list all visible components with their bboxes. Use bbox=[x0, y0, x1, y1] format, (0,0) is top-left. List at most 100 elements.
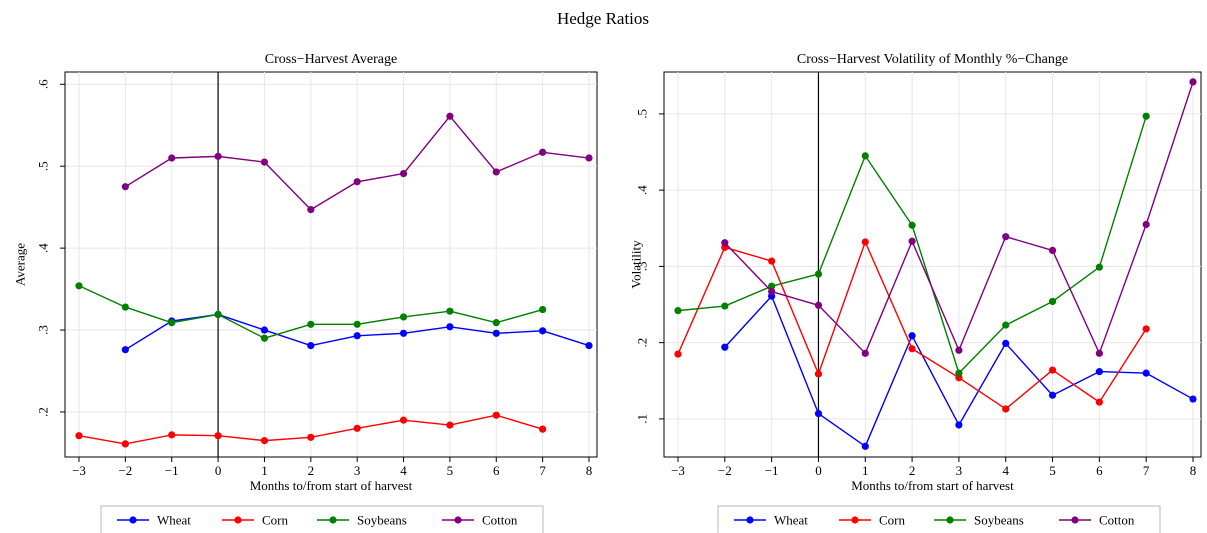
volatility-wheat-data-point bbox=[1002, 339, 1010, 348]
volatility-corn-data-point bbox=[1048, 366, 1057, 374]
average-corn-data-point bbox=[307, 433, 315, 441]
volatility-y-axis-label: Volatility bbox=[629, 240, 644, 289]
volatility-cotton-data-point bbox=[1048, 246, 1057, 254]
volatility-wheat-data-point bbox=[1048, 391, 1057, 399]
average-x-tick-label: 4 bbox=[400, 463, 407, 478]
average-soybeans-data-point bbox=[353, 320, 361, 328]
volatility-cotton-data-point bbox=[1189, 78, 1197, 86]
volatility-y-tick-label: .4 bbox=[635, 185, 650, 195]
volatility-corn-data-point bbox=[1095, 398, 1103, 406]
average-wheat-data-point bbox=[539, 327, 547, 335]
volatility-x-tick-label: 8 bbox=[1190, 463, 1197, 478]
volatility-y-tick-label: .5 bbox=[635, 109, 650, 119]
average-y-tick-label: .2 bbox=[36, 407, 51, 417]
average-corn-data-point bbox=[260, 437, 269, 445]
average-cotton-data-point bbox=[492, 168, 500, 176]
volatility-legend-wheat-marker bbox=[746, 516, 754, 524]
average-y-tick-label: .3 bbox=[36, 325, 51, 335]
average-chart-panel: −3 −2 −1 0 1 2 3 4 5 6 7 8 .2 .3 .4 .5 .6 Cross−Harvest A… bbox=[13, 52, 598, 533]
average-wheat-data-point bbox=[492, 329, 500, 337]
volatility-x-axis-label: Months to/from start of harvest bbox=[851, 478, 1014, 493]
average-soybeans-data-point bbox=[214, 310, 222, 319]
figure-title: Hedge Ratios bbox=[557, 9, 649, 28]
average-legend-wheat-label: Wheat bbox=[157, 513, 191, 528]
volatility-wheat-data-point bbox=[721, 343, 729, 351]
volatility-soybeans-data-point bbox=[1142, 112, 1150, 120]
average-corn-data-point bbox=[399, 416, 408, 424]
average-soybeans-data-point bbox=[75, 282, 83, 290]
volatility-chart-title: Cross−Harvest Volatility of Monthly %−Ch… bbox=[797, 52, 1068, 67]
volatility-wheat-data-point bbox=[1142, 369, 1150, 377]
average-corn-data-point bbox=[121, 440, 129, 448]
average-cotton-data-point bbox=[260, 158, 269, 166]
volatility-wheat-data-point bbox=[861, 442, 869, 450]
volatility-corn-data-point bbox=[861, 238, 869, 246]
average-cotton-data-point bbox=[214, 152, 222, 160]
average-legend: Wheat Corn Soybeans Cotton bbox=[100, 505, 544, 533]
volatility-corn-data-point bbox=[908, 345, 916, 353]
average-soybeans-data-point bbox=[121, 303, 129, 311]
average-soybeans-data-point bbox=[539, 305, 547, 314]
average-corn-data-point bbox=[446, 421, 454, 429]
average-x-tick-label: 2 bbox=[308, 463, 315, 478]
volatility-cotton-data-point bbox=[1142, 220, 1150, 229]
volatility-cotton-data-point bbox=[1002, 233, 1010, 241]
average-corn-data-point bbox=[214, 432, 222, 440]
average-x-tick-label: −2 bbox=[118, 463, 132, 478]
volatility-cotton-data-point bbox=[861, 349, 869, 357]
volatility-cotton-data-point bbox=[955, 346, 963, 354]
volatility-x-tick-label: 7 bbox=[1143, 463, 1150, 478]
average-legend-corn-marker bbox=[234, 516, 242, 524]
volatility-wheat-data-point bbox=[908, 332, 916, 340]
volatility-cotton-data-point bbox=[768, 287, 776, 296]
average-soybeans-data-point bbox=[446, 307, 454, 315]
volatility-cotton-data-point bbox=[908, 237, 916, 245]
volatility-legend-soybeans-marker bbox=[946, 516, 954, 524]
volatility-y-tick-label: .1 bbox=[635, 414, 650, 424]
average-cotton-data-point bbox=[307, 206, 315, 214]
volatility-corn-data-point bbox=[768, 257, 776, 265]
average-cotton-data-point bbox=[446, 112, 454, 120]
average-wheat-data-point bbox=[121, 346, 129, 354]
average-x-tick-label: 5 bbox=[447, 463, 454, 478]
volatility-wheat-data-point bbox=[1095, 368, 1103, 376]
average-cotton-data-point bbox=[353, 178, 361, 186]
volatility-cotton-data-point bbox=[1095, 349, 1103, 357]
volatility-x-tick-label: 4 bbox=[1002, 463, 1009, 478]
volatility-x-tick-label: 5 bbox=[1049, 463, 1056, 478]
volatility-plot-area bbox=[663, 71, 1202, 458]
average-wheat-data-point bbox=[307, 341, 315, 350]
average-x-tick-label: 3 bbox=[354, 463, 361, 478]
average-x-tick-label: −3 bbox=[72, 463, 86, 478]
average-x-tick-label: 6 bbox=[493, 463, 500, 478]
average-corn-data-point bbox=[492, 411, 500, 419]
volatility-corn-data-point bbox=[814, 370, 823, 378]
average-x-tick-label: 8 bbox=[586, 463, 593, 478]
volatility-soybeans-data-point bbox=[1002, 321, 1010, 329]
average-wheat-data-point bbox=[353, 332, 361, 340]
average-soybeans-data-point bbox=[260, 334, 269, 342]
volatility-x-tick-label: −2 bbox=[718, 463, 732, 478]
average-soybeans-data-point bbox=[307, 320, 315, 328]
average-y-tick-label: .4 bbox=[36, 243, 51, 253]
volatility-wheat-data-point bbox=[814, 409, 823, 418]
average-wheat-data-point bbox=[585, 341, 593, 350]
average-wheat-data-point bbox=[260, 326, 269, 334]
volatility-soybeans-data-point bbox=[861, 152, 869, 160]
average-chart-title: Cross−Harvest Average bbox=[265, 52, 397, 67]
average-legend-wheat-marker bbox=[129, 516, 137, 524]
volatility-legend-corn-marker bbox=[851, 516, 859, 524]
average-plot-area bbox=[64, 71, 598, 458]
volatility-legend-corn-label: Corn bbox=[879, 513, 906, 528]
volatility-corn-data-point bbox=[1002, 405, 1010, 413]
volatility-y-tick-label: .3 bbox=[635, 262, 650, 272]
volatility-cotton-data-point bbox=[721, 239, 729, 247]
average-legend-soybeans-marker bbox=[329, 516, 337, 524]
volatility-x-tick-label: 2 bbox=[909, 463, 916, 478]
volatility-chart-panel: −3 −2 −1 0 1 2 3 4 5 6 7 8 .1 .2 .3 .4 .5 Cross−Harvest V… bbox=[629, 52, 1202, 533]
average-x-tick-label: −1 bbox=[165, 463, 179, 478]
volatility-x-tick-label: −1 bbox=[765, 463, 779, 478]
volatility-x-tick-label: 0 bbox=[815, 463, 822, 478]
volatility-soybeans-data-point bbox=[814, 270, 823, 278]
volatility-legend-wheat-label: Wheat bbox=[774, 513, 808, 528]
